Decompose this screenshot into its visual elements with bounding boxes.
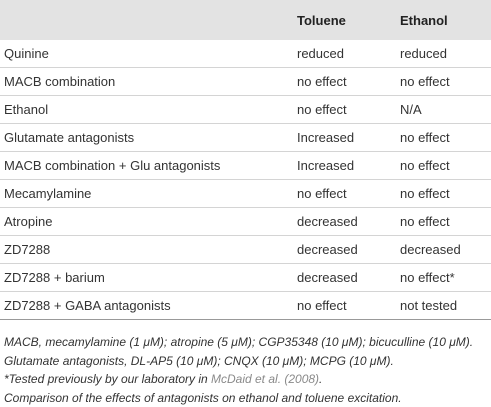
footnote: Glutamate antagonists, DL-AP5 (10 μM); C… xyxy=(4,352,491,371)
header-cell: Toluene xyxy=(297,0,400,40)
footnotes: MACB, mecamylamine (1 μM); atropine (5 μ… xyxy=(0,320,491,407)
table-cell: no effect xyxy=(400,208,491,236)
table-cell: reduced xyxy=(400,40,491,68)
table-cell: MACB combination + Glu antagonists xyxy=(0,152,297,180)
table-cell: decreased xyxy=(400,236,491,264)
footnote: *Tested previously by our laboratory in … xyxy=(4,370,491,389)
table-cell: ZD7288 xyxy=(0,236,297,264)
table-cell: decreased xyxy=(297,236,400,264)
table-caption: Comparison of the effects of antagonists… xyxy=(4,389,491,407)
table-cell: ZD7288 + barium xyxy=(0,264,297,292)
table-cell: no effect xyxy=(400,180,491,208)
table-cell: decreased xyxy=(297,264,400,292)
footnote: MACB, mecamylamine (1 μM); atropine (5 μ… xyxy=(4,333,491,352)
table-cell: reduced xyxy=(297,40,400,68)
table-cell: Ethanol xyxy=(0,96,297,124)
table-cell: Atropine xyxy=(0,208,297,236)
table-cell: no effect xyxy=(297,292,400,320)
table-cell: decreased xyxy=(297,208,400,236)
header-cell xyxy=(0,0,297,40)
table-cell: Glutamate antagonists xyxy=(0,124,297,152)
footnote-text: *Tested previously by our laboratory in xyxy=(4,372,211,386)
table-cell: Quinine xyxy=(0,40,297,68)
table-cell: ZD7288 + GABA antagonists xyxy=(0,292,297,320)
table-cell: no effect xyxy=(400,124,491,152)
table-cell: no effect xyxy=(297,68,400,96)
table-cell: no effect xyxy=(400,68,491,96)
table-cell: no effect xyxy=(297,180,400,208)
citation-link[interactable]: McDaid et al. (2008) xyxy=(211,372,319,386)
table-cell: no effect xyxy=(400,152,491,180)
table-cell: Increased xyxy=(297,152,400,180)
footnote-text: . xyxy=(319,372,322,386)
table-cell: N/A xyxy=(400,96,491,124)
table-cell: not tested xyxy=(400,292,491,320)
table-cell: MACB combination xyxy=(0,68,297,96)
table-cell: Mecamylamine xyxy=(0,180,297,208)
table-cell: Increased xyxy=(297,124,400,152)
header-cell: Ethanol xyxy=(400,0,491,40)
table-cell: no effect xyxy=(297,96,400,124)
table-cell: no effect* xyxy=(400,264,491,292)
